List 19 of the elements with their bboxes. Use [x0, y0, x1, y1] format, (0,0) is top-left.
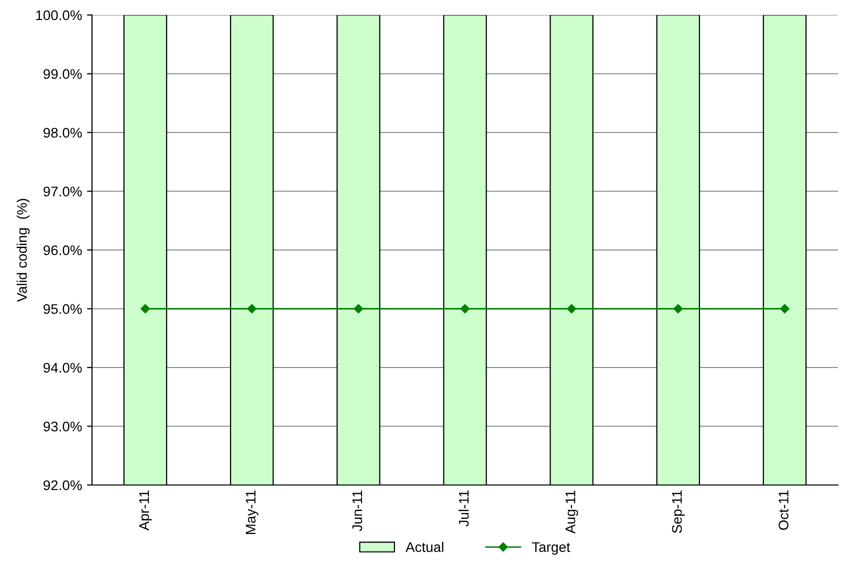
y-tick-label: 96.0%: [44, 245, 82, 256]
x-tick-label: Apr-11: [139, 490, 152, 530]
x-tick-label: May-11: [246, 490, 258, 534]
y-tick-label: 93.0%: [44, 422, 82, 432]
x-tick-label: Sep-11: [672, 490, 685, 533]
y-tick-label: 97.0%: [44, 186, 82, 196]
legend-label: Target: [532, 542, 570, 555]
y-tick-label: 95.0%: [44, 304, 82, 314]
y-tick-label: 98.0%: [44, 128, 82, 138]
y-axis-title: Valid coding (%): [16, 198, 30, 302]
x-tick-label: Aug-11: [566, 490, 578, 534]
y-tick-label: 94.0%: [44, 362, 82, 373]
y-tick-label: 99.0%: [44, 69, 82, 79]
x-tick-label: Oct-11: [778, 490, 788, 530]
x-tick-label: Jun-11: [352, 490, 362, 532]
x-tick-label: Jul-11: [458, 490, 469, 526]
y-tick-label: 100.0%: [36, 10, 82, 20]
legend-label: Actual: [406, 542, 444, 552]
y-tick-label: 92.0%: [44, 480, 82, 490]
